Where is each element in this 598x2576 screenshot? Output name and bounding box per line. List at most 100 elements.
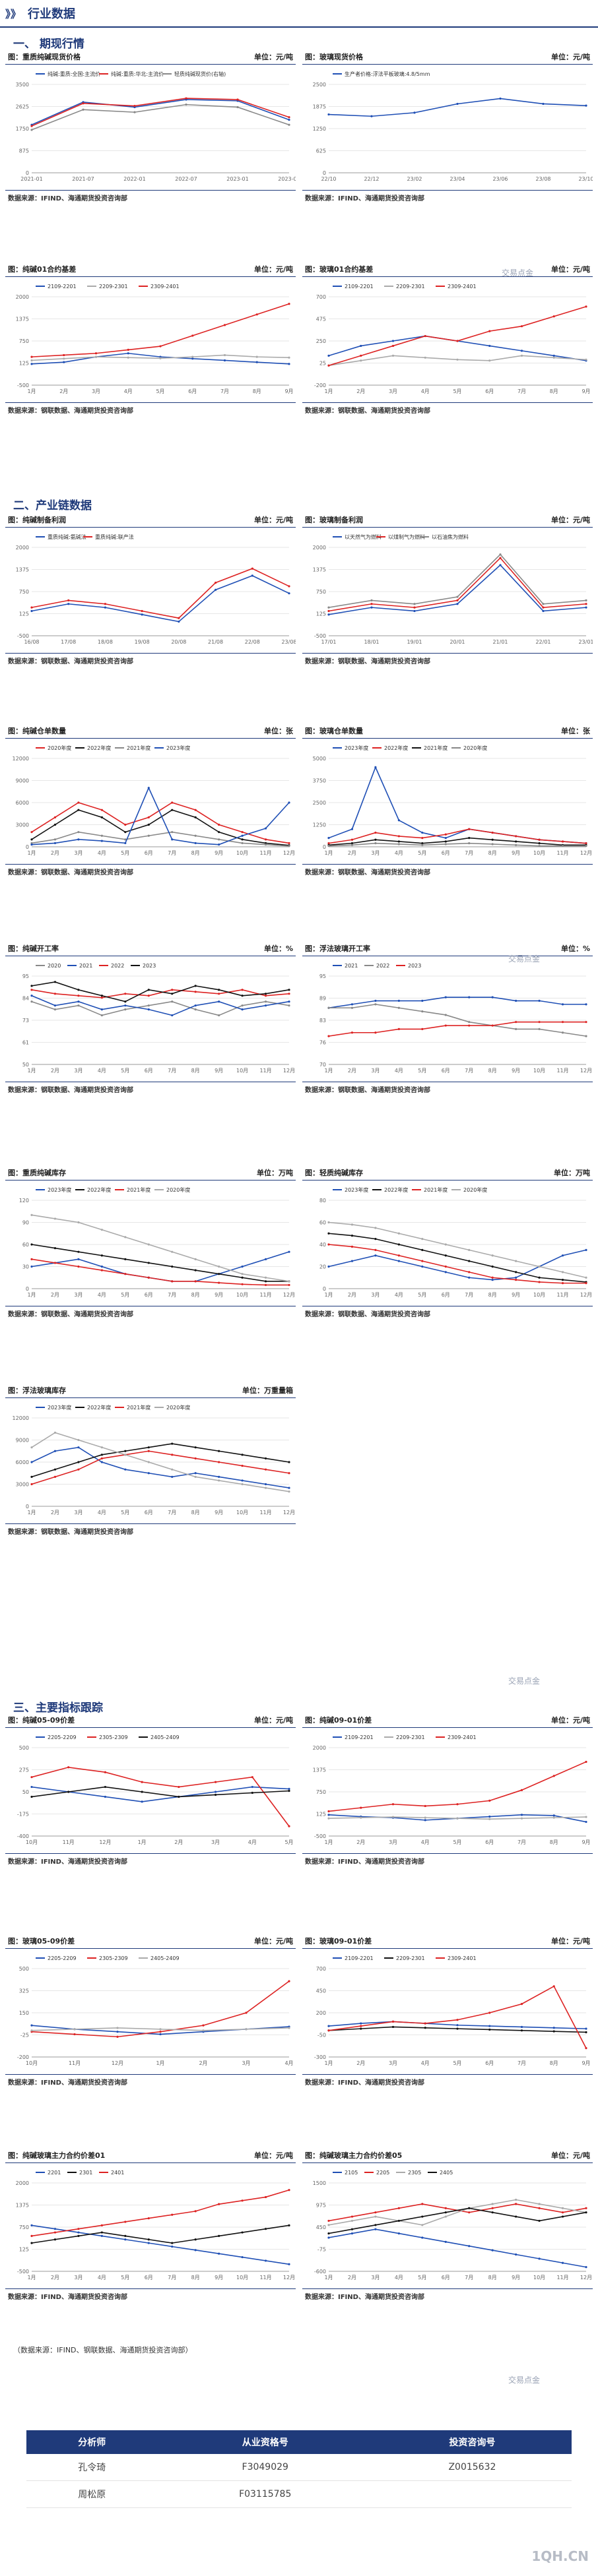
y-tick-label: 95 [319,973,326,979]
data-point [133,104,136,107]
data-point [374,2228,377,2230]
chart-unit: 单位：万吨 [554,1169,590,1177]
data-point [391,340,395,342]
data-point [421,999,424,1002]
data-point [67,603,70,605]
data-point [241,1483,244,1486]
data-point [515,1027,517,1030]
legend-label: 2021年度 [424,745,448,751]
data-point [374,831,377,834]
x-tick-label: 22/01 [535,639,550,645]
data-point [264,842,267,845]
chart-title: 图：重质纯碱现货价格 [8,53,81,61]
x-tick-label: 2月 [199,2060,207,2066]
x-tick-label: 5月 [156,388,164,394]
x-tick-label: 6月 [145,1510,153,1516]
data-point [585,2031,587,2034]
x-tick-label: 2023-07 [278,176,296,182]
data-point [30,2234,33,2237]
data-point [202,2029,205,2032]
data-point [350,1006,354,1009]
series-line [31,1432,290,1492]
chart-title-row: 图：纯碱05-09价差 单位：元/吨 [5,1715,296,1728]
data-point [561,2207,564,2209]
data-point [171,993,174,995]
legend-label: 2301 [79,2170,92,2176]
x-tick-label: 20/08 [171,639,186,645]
x-tick-label: 4月 [421,1839,430,1845]
data-point [194,1008,197,1011]
data-point [53,823,57,826]
legend-label: 2305-2309 [99,1734,128,1740]
data-point [30,609,33,613]
x-tick-label: 6月 [145,850,153,856]
legend-label: 2020年度 [463,745,487,751]
data-point [288,1787,290,1791]
chart-unit: 单位：% [263,944,293,953]
chart-unit: 单位：元/吨 [253,1716,293,1725]
data-point [360,344,362,348]
data-point [397,1254,400,1257]
data-point [147,1243,150,1246]
chart-unit: 单位：元/吨 [550,516,590,524]
legend-label: 以天然气为燃料 [345,534,382,540]
y-tick-label: 20 [319,1264,326,1270]
data-point [520,2029,523,2032]
series-line [31,1258,289,1286]
data-point [100,1457,103,1460]
data-point [288,1789,290,1793]
data-point [327,1265,330,1268]
x-tick-label: 5月 [453,2060,461,2066]
series-line [31,989,290,998]
chart-unit: 单位：元/吨 [550,265,590,274]
data-point [468,2207,471,2209]
data-point [288,1004,290,1007]
data-point [30,2024,33,2027]
chart-unit: 单位：元/吨 [253,265,293,274]
legend-label: 2020年度 [48,745,71,751]
data-point [100,2224,103,2226]
chart-source: 数据来源：IFIND、海通期货投资咨询部 [302,1853,593,1868]
x-tick-label: 3月 [74,1510,83,1516]
data-point [218,831,220,834]
data-point [585,842,587,845]
chevron-icon: 》》 [5,8,22,20]
data-point [194,1269,197,1272]
y-tick-label: -500 [314,633,326,639]
data-point [350,828,354,830]
legend-label: 2022年度 [87,1404,111,1411]
chart-unit: 单位：张 [264,727,293,735]
watermark: 交易点金 [508,1676,541,1686]
data-point [288,801,290,804]
data-point [561,1031,564,1034]
data-point [491,2249,494,2252]
data-point [456,2027,459,2030]
data-point [468,1248,471,1251]
x-tick-label: 11月 [63,1839,75,1845]
y-tick-label: 2000 [16,294,29,300]
data-point [288,842,290,845]
data-point [185,97,187,100]
legend-label: 2105 [345,2170,358,2176]
data-point [491,996,494,998]
data-point [538,845,541,847]
data-point [236,98,239,101]
y-tick-label: -500 [17,633,29,639]
x-tick-label: 21/01 [492,639,508,645]
data-point [350,1223,354,1226]
data-point [421,842,424,845]
data-point [67,1766,70,1769]
data-point [194,985,197,987]
x-tick-label: 8月 [488,2275,497,2281]
x-tick-label: 10月 [533,850,545,856]
data-point [147,1461,150,1463]
x-tick-label: 5月 [418,2275,426,2281]
x-tick-label: 9月 [512,1292,520,1298]
site-watermark: 1QH.CN [531,2548,589,2564]
data-point [124,1450,127,1452]
data-point [264,1487,267,1489]
data-point [171,801,174,804]
chart-title-row: 图：重质纯碱库存 单位：万吨 [5,1167,296,1181]
y-tick-label: 80 [319,1198,326,1204]
y-tick-label: 750 [316,589,326,595]
